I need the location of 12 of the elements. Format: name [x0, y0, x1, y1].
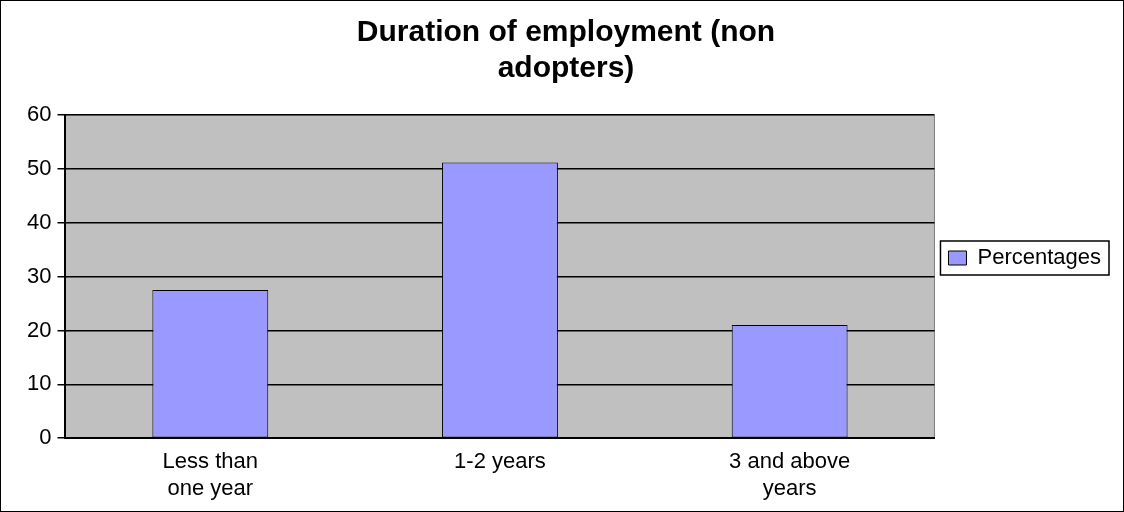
y-tick-label: 30 — [26, 262, 52, 288]
legend-label: Percentages — [977, 244, 1102, 270]
x-tick-label: Less than one year — [162, 448, 259, 500]
y-tick-label: 0 — [39, 424, 52, 450]
x-tick-label: 3 and above years — [729, 448, 851, 500]
y-tick-label: 60 — [26, 101, 52, 127]
y-tick-label: 10 — [26, 370, 52, 396]
y-tick-label: 20 — [26, 316, 52, 342]
chart-title: Duration of employment (non adopters) — [356, 14, 776, 84]
y-tick-label: 50 — [26, 154, 52, 180]
x-tick-label: 1-2 years — [454, 448, 546, 474]
y-tick-label: 40 — [26, 208, 52, 234]
